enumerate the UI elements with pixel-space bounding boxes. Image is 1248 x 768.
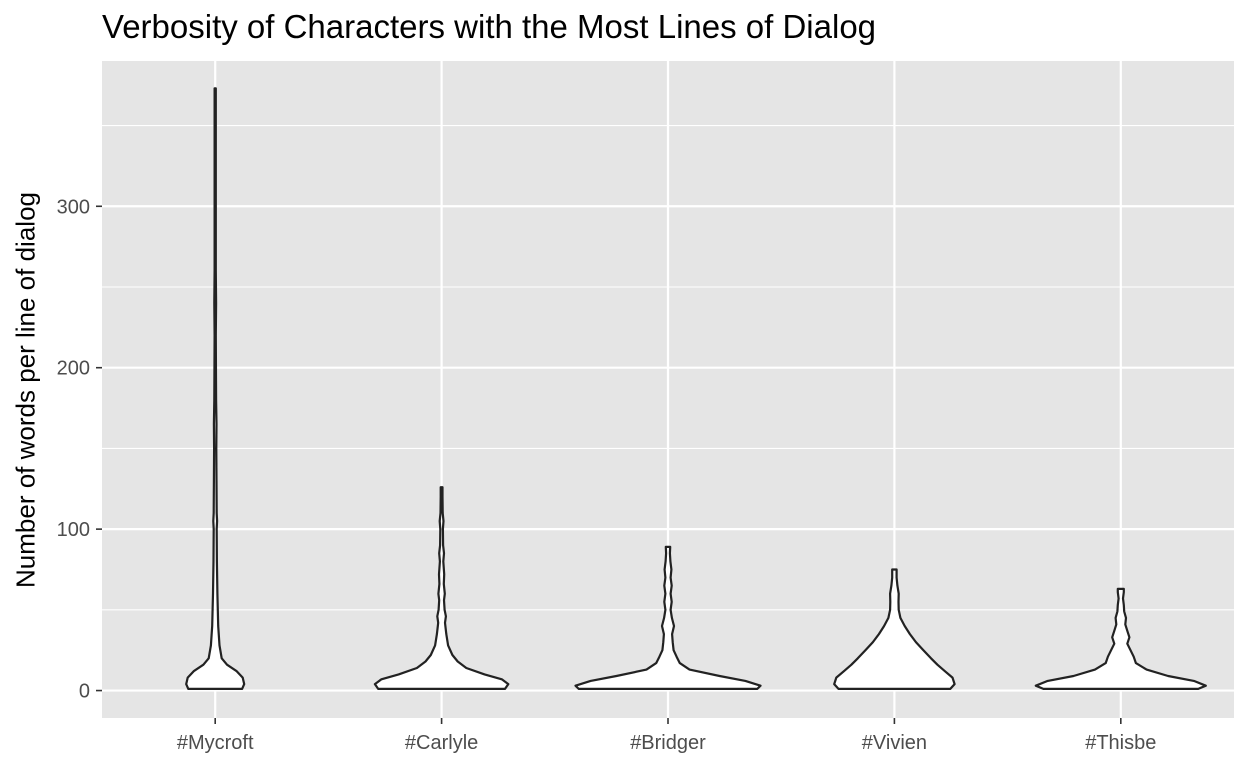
x-axis: #Mycroft #Carlyle #Bridger #Vivien #Thisbe	[177, 718, 1156, 754]
x-tick-label: #Carlyle	[405, 732, 478, 754]
grid-major-lines	[102, 61, 1234, 718]
chart-title: Verbosity of Characters with the Most Li…	[102, 8, 877, 45]
y-tick-label: 200	[57, 358, 90, 380]
violin-vivien	[833, 568, 956, 690]
x-tick-label: #Bridger	[630, 732, 706, 754]
x-tick-label: #Mycroft	[177, 732, 254, 754]
y-tick-label: 0	[79, 681, 90, 703]
y-tick-label: 300	[57, 196, 90, 218]
violin-mycroft	[185, 87, 246, 690]
y-axis: 0 100 200 300	[57, 196, 102, 703]
violins-layer	[185, 87, 1207, 690]
y-tick-label: 100	[57, 519, 90, 541]
x-tick-label: #Thisbe	[1085, 732, 1156, 754]
violin-thisbe	[1034, 587, 1207, 690]
violin-bridger	[574, 545, 762, 690]
violin-carlyle	[373, 486, 510, 690]
x-tick-label: #Vivien	[862, 732, 927, 754]
